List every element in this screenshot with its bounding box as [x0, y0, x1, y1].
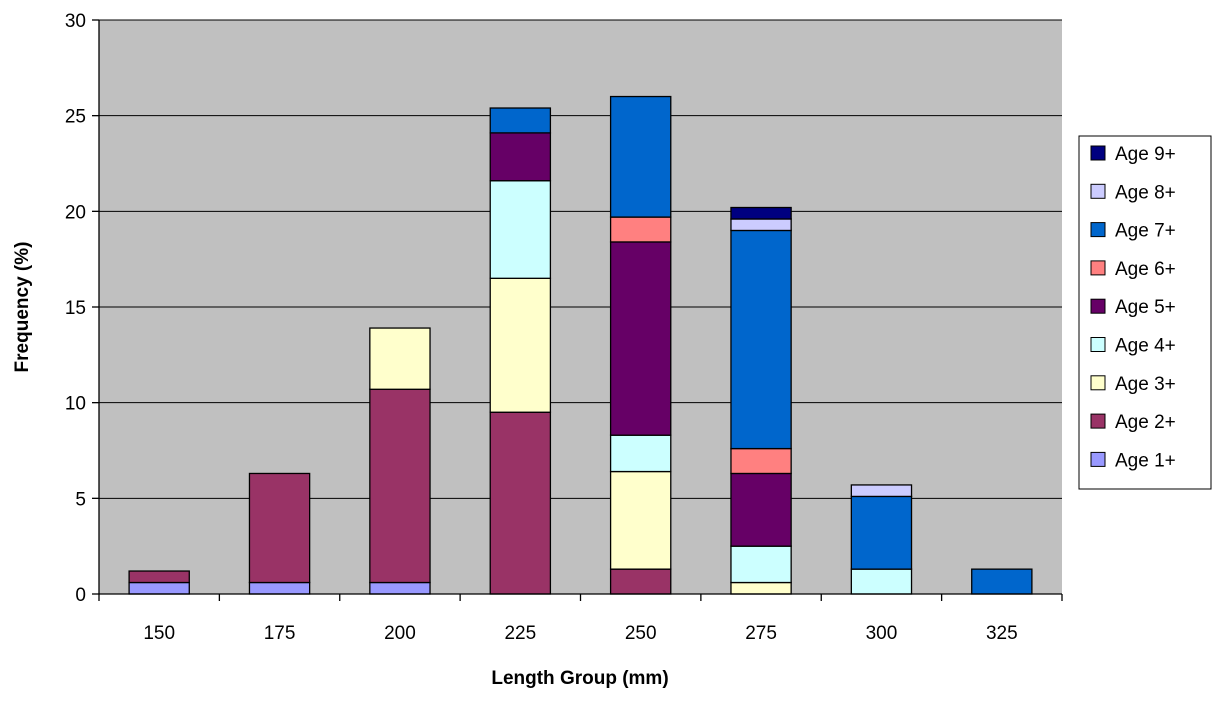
- x-axis-title: Length Group (mm): [491, 668, 668, 689]
- x-tick-label: 250: [625, 623, 657, 644]
- legend-label: Age 4+: [1115, 336, 1176, 357]
- bar-segment: [730, 218, 792, 232]
- bar-segment: [971, 568, 1033, 595]
- bar-segment: [369, 581, 431, 595]
- y-ticks: 0 5 10 15 20 25 30: [65, 11, 99, 606]
- legend-swatch: [1090, 413, 1106, 429]
- x-tick-label: 300: [866, 623, 898, 644]
- legend-label: Age 2+: [1115, 412, 1176, 433]
- bar-segment: [489, 277, 552, 413]
- y-tick-label: 25: [65, 107, 86, 128]
- legend-swatch: [1090, 222, 1106, 238]
- bar-segment: [128, 570, 190, 584]
- legend-label: Age 6+: [1115, 259, 1176, 280]
- bar-segment: [850, 568, 913, 595]
- legend-swatch: [1090, 183, 1106, 199]
- bar-segment: [609, 568, 672, 595]
- bar-segment: [489, 107, 552, 134]
- bar-segment: [248, 581, 311, 595]
- bar-segment: [369, 388, 431, 584]
- legend-swatch: [1090, 298, 1106, 314]
- legend-swatch: [1090, 451, 1106, 467]
- x-ticks: 150 175 200 225 250 275 300 325: [98, 594, 1063, 644]
- bar-segment: [369, 327, 431, 390]
- bar-segment: [609, 241, 672, 436]
- bar-segment: [850, 484, 913, 498]
- y-tick-label: 20: [65, 202, 86, 223]
- y-tick-label: 10: [65, 394, 86, 415]
- bar-segment: [730, 206, 792, 220]
- x-tick-label: 225: [504, 623, 536, 644]
- bar-segment: [730, 472, 792, 547]
- legend-swatch: [1090, 375, 1106, 391]
- legend-swatch: [1090, 337, 1106, 352]
- legend: Age 9+ Age 8+ Age 7+ Age 6+ Age 5+ Age 4+ Age …: [1078, 135, 1212, 490]
- bar-segment: [730, 229, 792, 450]
- bar-segment: [489, 180, 552, 279]
- bar-segment: [609, 470, 672, 570]
- x-tick-label: 200: [384, 623, 416, 644]
- legend-swatch: [1090, 145, 1106, 161]
- legend-label: Age 1+: [1115, 450, 1176, 471]
- bar-segment: [489, 132, 552, 182]
- bar-segment: [609, 216, 672, 243]
- x-tick-label: 325: [986, 623, 1018, 644]
- legend-label: Age 7+: [1115, 221, 1176, 242]
- legend-label: Age 5+: [1115, 297, 1176, 318]
- y-axis-title: Frequency (%): [12, 242, 33, 373]
- legend-label: Age 8+: [1115, 182, 1176, 203]
- bar-segment: [609, 434, 672, 473]
- bar-segment: [128, 581, 190, 595]
- legend-label: Age 3+: [1115, 374, 1176, 395]
- bar-segment: [248, 472, 311, 584]
- bar-segment: [609, 95, 672, 218]
- bar-segment: [489, 411, 552, 595]
- bar-segment: [850, 495, 913, 570]
- legend-swatch: [1090, 260, 1106, 276]
- y-tick-label: 15: [65, 298, 86, 319]
- legend-label: Age 9+: [1115, 144, 1176, 165]
- x-tick-label: 175: [264, 623, 296, 644]
- y-tick-label: 5: [75, 489, 86, 510]
- x-tick-label: 150: [143, 623, 175, 644]
- bar-segment: [730, 581, 792, 595]
- bars: [128, 95, 1033, 595]
- bar-segment: [730, 447, 792, 475]
- bar-segment: [730, 545, 792, 584]
- y-tick-label: 0: [75, 585, 86, 606]
- y-tick-label: 30: [65, 11, 86, 32]
- x-tick-label: 275: [745, 623, 777, 644]
